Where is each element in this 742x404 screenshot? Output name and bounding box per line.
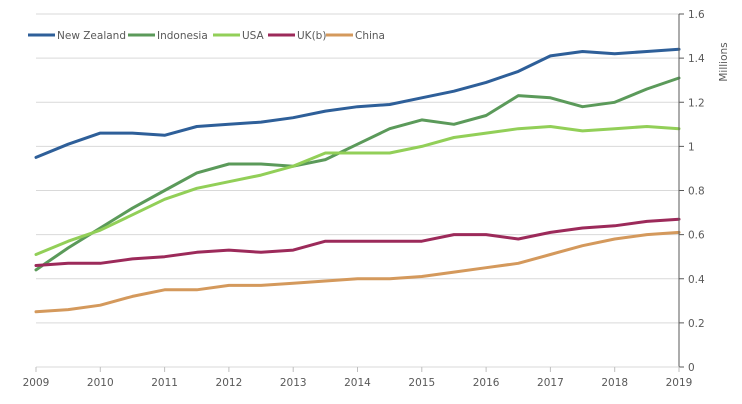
gridlines — [36, 13, 679, 324]
legend-label: USA — [242, 30, 265, 42]
x-tick-label: 2019 — [666, 377, 693, 389]
legend: New Zealand Indonesia USA UK(b) China — [28, 30, 385, 42]
legend-label: UK(b) — [297, 30, 326, 42]
legend-label: Indonesia — [157, 30, 208, 42]
series-line-indonesia — [34, 76, 681, 272]
y-tick-label: 0.4 — [688, 274, 705, 286]
y-tick-label: 1.6 — [688, 9, 705, 21]
x-tick-label: 2010 — [87, 377, 114, 389]
y-tick-label: 0 — [688, 362, 695, 374]
series-line-china — [34, 230, 681, 314]
y-tick-label: 1.4 — [688, 53, 705, 65]
x-tick-label: 2014 — [344, 377, 371, 389]
series-line-uk-b- — [34, 217, 681, 267]
x-tick-label: 2013 — [280, 377, 307, 389]
y-tick-label: 0.6 — [688, 230, 705, 242]
y-tick-label: 1.2 — [688, 97, 705, 109]
x-tick-label: 2015 — [408, 377, 435, 389]
y-tick-label: 0.2 — [688, 318, 705, 330]
series-lines — [34, 47, 681, 314]
y-tick-label: 0.8 — [688, 186, 705, 198]
series-line-new-zealand — [34, 47, 681, 159]
x-tick-label: 2009 — [23, 377, 50, 389]
y-tick-label: 1 — [688, 141, 695, 153]
x-tick-label: 2011 — [151, 377, 178, 389]
x-tick-label: 2018 — [601, 377, 628, 389]
x-tick-label: 2012 — [216, 377, 243, 389]
series-line-usa — [34, 125, 681, 256]
axes: 0 0.2 0.4 0.6 0.8 1 1.2 1.4 1.6 2009 2010 2011 2012 2… — [23, 9, 705, 389]
x-tick-label: 2017 — [537, 377, 564, 389]
x-tick-label: 2016 — [473, 377, 500, 389]
legend-label: New Zealand — [57, 30, 126, 42]
y-axis-label: Millions — [718, 42, 730, 81]
legend-label: China — [355, 30, 385, 42]
